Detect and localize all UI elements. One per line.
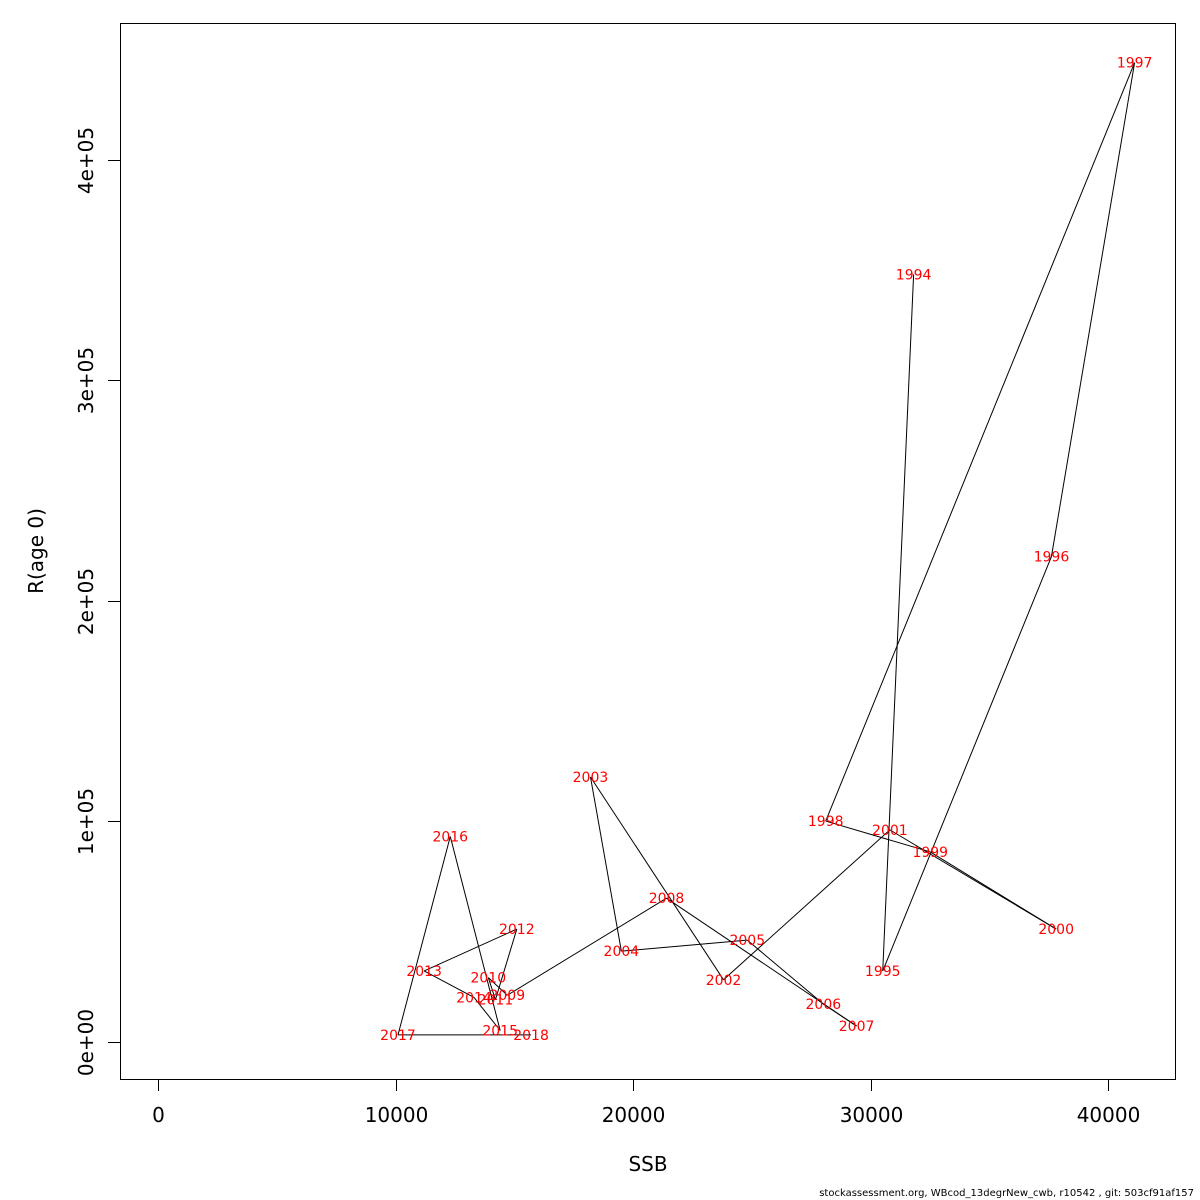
year-label-1994: 1994 <box>896 267 932 283</box>
plot-frame <box>120 23 1176 1080</box>
year-label-2011: 2011 <box>478 993 514 1009</box>
path-segment-1994-1995 <box>882 274 915 971</box>
year-label-2003: 2003 <box>573 770 609 786</box>
path-segment-1997-1998 <box>825 62 1136 822</box>
path-segment-2004-2005 <box>621 939 748 952</box>
year-label-2000: 2000 <box>1038 922 1074 938</box>
year-label-2004: 2004 <box>604 944 640 960</box>
path-segment-2016-2017 <box>397 836 451 1036</box>
year-label-2007: 2007 <box>839 1019 875 1035</box>
y-tick-label: 1e+05 <box>74 788 98 855</box>
year-label-1996: 1996 <box>1034 550 1070 566</box>
y-axis: 0e+00 1e+05 2e+05 3e+05 4e+05 <box>74 127 121 1076</box>
path-segment-2007-2008 <box>666 897 857 1027</box>
y-tick-label: 4e+05 <box>74 127 98 194</box>
year-label-2015: 2015 <box>482 1023 518 1039</box>
year-label-2017: 2017 <box>380 1028 416 1044</box>
x-tick-label: 0 <box>152 1103 165 1127</box>
year-label-2009: 2009 <box>489 988 525 1004</box>
y-tick-label: 3e+05 <box>74 347 98 414</box>
path-segment-1995-1996 <box>882 556 1052 972</box>
footer-credit: stockassessment.org, WBcod_13degrNew_cwb… <box>819 1188 1194 1199</box>
year-label-1998: 1998 <box>808 814 844 830</box>
year-label-2013: 2013 <box>406 964 442 980</box>
recruitment-path <box>397 62 1136 1036</box>
y-tick-label: 2e+05 <box>74 568 98 635</box>
path-segment-2013-2014 <box>423 970 475 998</box>
year-labels: 1994 1995 1996 1997 1998 1999 2000 2001 2002 2003… <box>380 56 1152 1044</box>
year-label-1999: 1999 <box>912 845 948 861</box>
year-label-2016: 2016 <box>432 829 468 845</box>
path-segment-2010-2011 <box>487 977 496 1000</box>
path-segment-1998-1999 <box>825 820 931 853</box>
path-segment-2005-2006 <box>746 939 824 1005</box>
path-segment-2012-2013 <box>423 928 518 972</box>
year-label-1995: 1995 <box>865 964 901 980</box>
year-label-2005: 2005 <box>729 933 765 949</box>
year-label-2014: 2014 <box>456 990 492 1006</box>
x-tick-label: 40000 <box>1077 1103 1141 1127</box>
path-segment-2015-2016 <box>449 836 501 1031</box>
year-label-2010: 2010 <box>470 971 506 987</box>
year-label-1997: 1997 <box>1117 56 1153 72</box>
y-tick-label: 0e+00 <box>74 1009 98 1076</box>
year-label-2008: 2008 <box>649 891 685 907</box>
y-axis-title: R(age 0) <box>24 508 48 594</box>
year-label-2002: 2002 <box>706 973 742 989</box>
path-segment-1996-1997 <box>1050 62 1136 557</box>
x-tick-label: 10000 <box>365 1103 429 1127</box>
path-segment-2009-2010 <box>487 977 508 996</box>
x-tick-label: 30000 <box>840 1103 904 1127</box>
path-segment-2008-2009 <box>507 897 667 996</box>
x-axis: 0 10000 20000 30000 40000 <box>152 1079 1140 1127</box>
year-label-2018: 2018 <box>513 1028 549 1044</box>
path-segment-2014-2015 <box>473 997 501 1031</box>
x-axis-title: SSB <box>628 1152 667 1176</box>
path-segment-2003-2004 <box>589 776 622 952</box>
path-segment-2001-2002 <box>723 829 891 981</box>
year-label-2006: 2006 <box>806 997 842 1013</box>
path-segment-2002-2003 <box>590 776 724 981</box>
path-segment-2011-2012 <box>494 928 518 1000</box>
year-label-2001: 2001 <box>872 823 908 839</box>
path-segment-2000-2001 <box>889 829 1057 930</box>
year-label-2012: 2012 <box>499 922 535 938</box>
x-tick-label: 20000 <box>602 1103 666 1127</box>
